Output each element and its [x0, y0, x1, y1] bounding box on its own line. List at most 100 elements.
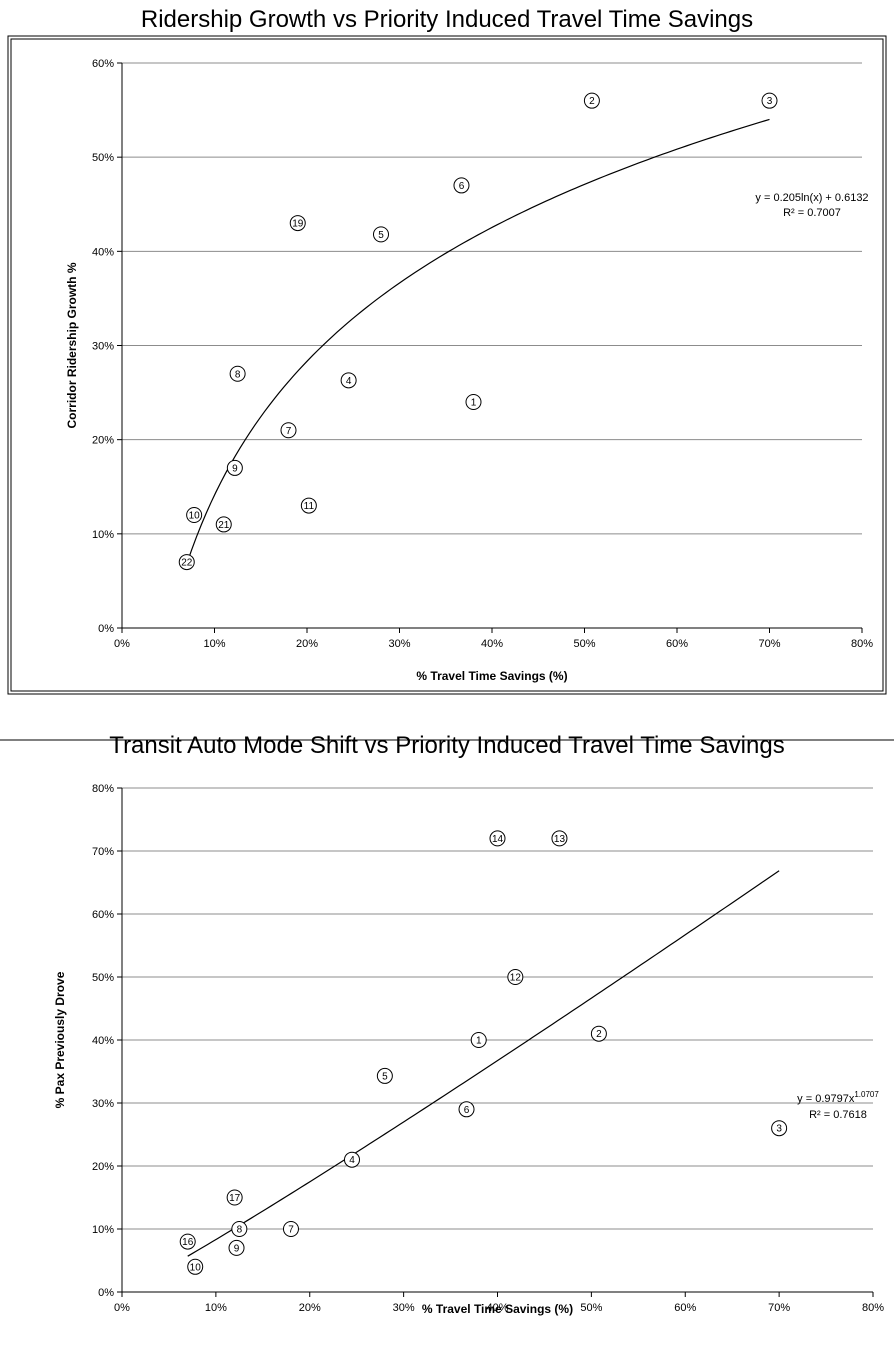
y-tick-label: 70%: [92, 846, 114, 858]
data-point-marker: [453, 177, 470, 194]
x-axis-label: % Travel Time Savings (%): [422, 1302, 573, 1316]
x-tick-label: 0%: [114, 1302, 130, 1314]
data-point-label: 9: [234, 1243, 240, 1254]
x-tick-label: 50%: [573, 638, 595, 650]
y-tick-label: 60%: [92, 909, 114, 921]
y-tick-label: 10%: [92, 1224, 114, 1236]
data-point-label: 2: [596, 1029, 602, 1040]
data-point: 7: [280, 422, 297, 439]
data-point-label: 10: [190, 1262, 202, 1273]
data-point-marker: [458, 1101, 475, 1118]
x-tick-label: 60%: [674, 1302, 696, 1314]
y-tick-label: 40%: [92, 246, 114, 258]
x-tick-label: 30%: [388, 638, 410, 650]
data-point-marker: [489, 830, 506, 847]
data-point-label: 17: [229, 1193, 241, 1204]
data-point: 3: [761, 92, 778, 109]
data-point: 21: [215, 516, 232, 533]
data-point-marker: [231, 1221, 248, 1237]
data-point-label: 1: [476, 1036, 482, 1047]
x-tick-label: 50%: [580, 1302, 602, 1314]
y-axis-label: Corridor Ridership Growth %: [65, 262, 79, 428]
ridership-chart: Ridership Growth vs Priority Induced Tra…: [7, 6, 887, 695]
y-tick-label: 30%: [92, 341, 114, 353]
data-point-label: 5: [382, 1071, 388, 1082]
trendline-equation: y = 0.205ln(x) + 0.6132: [755, 192, 868, 204]
data-point-marker: [470, 1032, 487, 1048]
data-point-marker: [761, 92, 778, 109]
x-tick-label: 40%: [481, 638, 503, 650]
x-tick-label: 70%: [758, 638, 780, 650]
trendline-r2: R² = 0.7618: [809, 1109, 867, 1121]
data-point-marker: [179, 1233, 196, 1250]
data-point: 14: [489, 830, 506, 847]
y-tick-label: 40%: [92, 1035, 114, 1047]
x-tick-label: 80%: [862, 1302, 884, 1314]
data-point-marker: [771, 1120, 788, 1137]
data-point-label: 13: [554, 834, 566, 845]
data-point-label: 4: [349, 1155, 355, 1166]
x-tick-label: 10%: [203, 638, 225, 650]
data-point: 8: [229, 365, 246, 382]
x-tick-label: 80%: [851, 638, 873, 650]
data-point-marker: [465, 394, 482, 410]
data-point-marker: [187, 1258, 204, 1275]
data-point-label: 3: [776, 1124, 782, 1135]
data-point-marker: [551, 830, 568, 847]
data-point-marker: [228, 1239, 245, 1256]
y-tick-label: 0%: [98, 1287, 114, 1299]
chart-title: Transit Auto Mode Shift vs Priority Indu…: [109, 732, 785, 759]
data-point-marker: [280, 422, 297, 439]
chart-frame: [0, 739, 894, 741]
y-tick-label: 10%: [92, 529, 114, 541]
mode-shift-chart-svg: 0% 10% 20% 30% 40% 50% 60% 70% 80% 0% 10% 20% 30% 40%…: [0, 739, 894, 1316]
data-point: 1: [465, 394, 482, 410]
x-axis-label: % Travel Time Savings (%): [416, 669, 567, 683]
data-point-marker: [343, 1151, 360, 1168]
data-point-label: 7: [286, 426, 292, 437]
y-tick-label: 50%: [92, 152, 114, 164]
data-point: 4: [340, 372, 357, 389]
data-point: 1: [470, 1032, 487, 1048]
data-point-label: 9: [232, 463, 238, 474]
data-point-marker: [226, 1189, 243, 1206]
data-point: 2: [590, 1025, 607, 1042]
data-point-label: 3: [767, 96, 773, 107]
data-point: 2: [583, 92, 600, 109]
data-point-label: 4: [346, 376, 352, 387]
data-point: 9: [228, 1239, 245, 1256]
data-point-label: 5: [378, 230, 384, 241]
x-tick-label: 20%: [299, 1302, 321, 1314]
chart-frame: [7, 35, 887, 695]
data-point-label: 8: [235, 369, 241, 380]
data-point-label: 16: [182, 1237, 194, 1248]
data-point: 7: [282, 1221, 299, 1237]
data-point-marker: [507, 969, 524, 985]
y-axis-label: % Pax Previously Drove: [53, 971, 67, 1108]
data-point: 11: [300, 497, 317, 514]
data-point-marker: [289, 215, 306, 232]
data-point: 6: [458, 1101, 475, 1118]
x-tick-label: 40%: [486, 1302, 508, 1314]
y-tick-label: 20%: [92, 1161, 114, 1173]
data-point-marker: [376, 1067, 393, 1084]
data-point: 16: [179, 1233, 196, 1250]
data-point: 10: [186, 507, 203, 523]
data-point-label: 2: [589, 96, 595, 107]
data-point-label: 1: [471, 398, 477, 409]
trendline-equation-exponent: 1.0707: [854, 1090, 879, 1099]
data-point: 9: [226, 459, 243, 476]
data-point-marker: [178, 554, 195, 571]
data-point: 5: [373, 226, 389, 243]
data-point-label: 6: [459, 181, 465, 192]
data-point-marker: [583, 92, 600, 109]
data-point: 5: [376, 1067, 393, 1084]
trendline: [187, 870, 780, 1257]
x-tick-label: 30%: [393, 1302, 415, 1314]
y-tick-label: 50%: [92, 972, 114, 984]
data-point-marker: [186, 507, 203, 523]
data-point-label: 11: [304, 501, 315, 512]
data-point: 22: [178, 554, 195, 571]
mode-shift-chart: Transit Auto Mode Shift vs Priority Indu…: [0, 690, 894, 1347]
data-point-label: 22: [181, 558, 193, 569]
